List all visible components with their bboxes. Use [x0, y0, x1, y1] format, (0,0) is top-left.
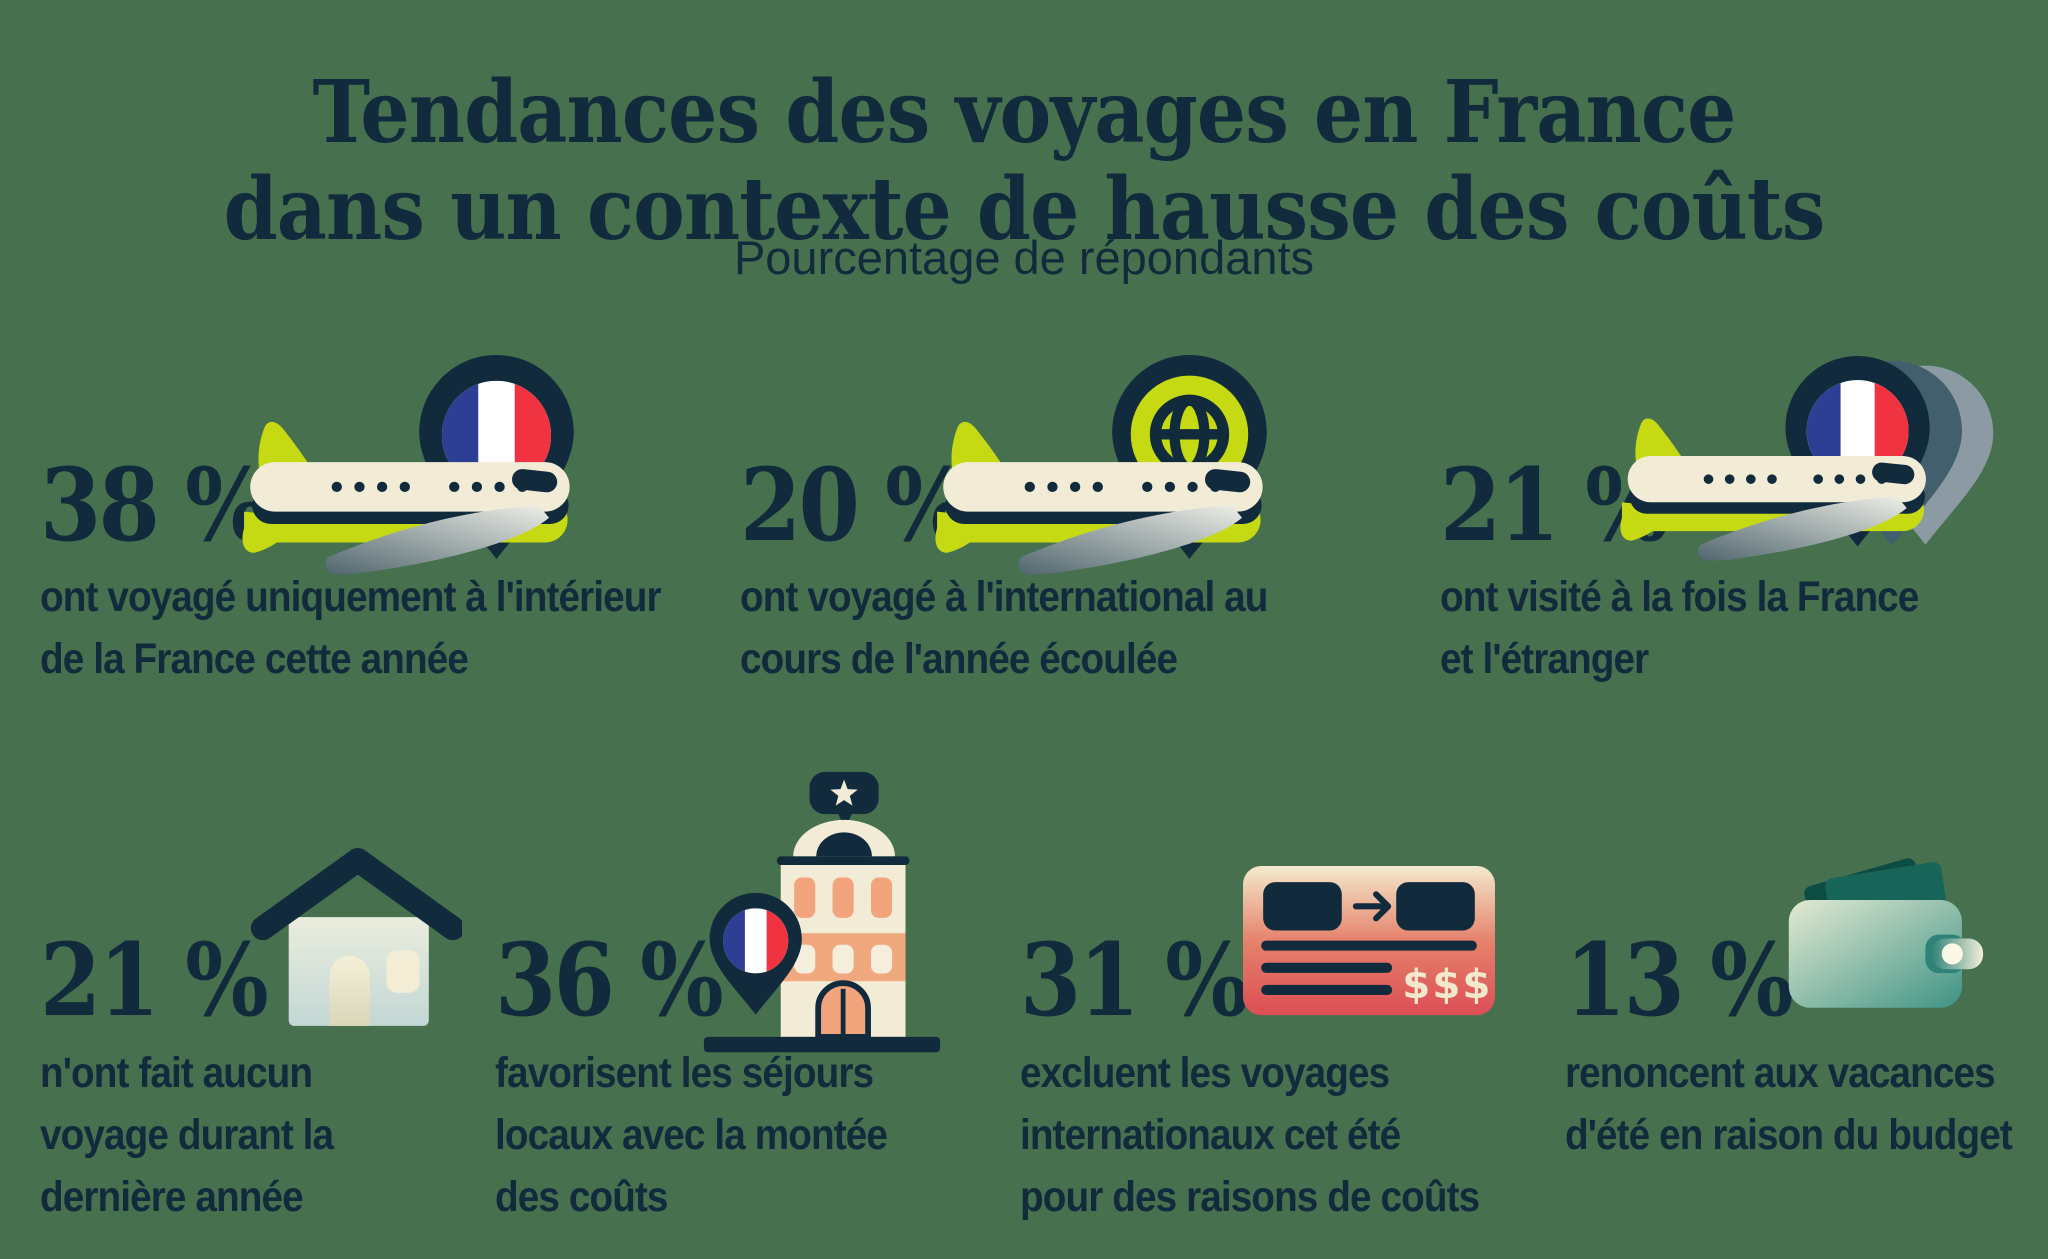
- star-icon: [830, 779, 858, 806]
- stat-description-line: des coûts: [495, 1173, 668, 1221]
- stat-value: 38 %: [40, 446, 269, 564]
- stat-description-line: excluent les voyages: [1020, 1049, 1390, 1097]
- stat-description-line: n'ont fait aucun: [40, 1049, 313, 1097]
- stat-value: 21 %: [40, 921, 269, 1039]
- stat-description-line: voyage durant la: [40, 1111, 334, 1159]
- airplane: [1620, 418, 1926, 561]
- title-line1: Tendances des voyages en France: [312, 61, 1737, 163]
- stat-description: excluent les voyages internationaux cet …: [1020, 1042, 1480, 1228]
- airplane-globe-pin-icon: [935, 355, 1267, 575]
- airplane: [242, 421, 570, 575]
- wallet-icon: [1788, 858, 1984, 1008]
- title-line2: dans un contexte de hausse des coûts: [223, 158, 1826, 260]
- stat-description-line: favorisent les séjours: [495, 1049, 874, 1097]
- stat-description-line: d'été en raison du budget: [1565, 1111, 2013, 1159]
- wallet-button: [1941, 943, 1963, 965]
- stat-description: favorisent les séjours locaux avec la mo…: [495, 1042, 888, 1228]
- house-roof: [250, 847, 462, 941]
- france-flag: [723, 908, 789, 974]
- page-title: Tendances des voyages en France dans un …: [102, 64, 1945, 258]
- stat-description-line: renoncent aux vacances: [1565, 1049, 1996, 1097]
- arrow-right-icon: [1352, 891, 1392, 922]
- house-icon: [250, 847, 462, 1026]
- dollar-signs-text: $$$: [1402, 961, 1492, 1008]
- house-door: [329, 955, 370, 1026]
- stat-value: 20 %: [740, 446, 969, 564]
- stat-description: ont visité à la fois la France et l'étra…: [1440, 566, 1919, 690]
- stat-description: ont voyagé uniquement à l'intérieur de l…: [40, 566, 662, 690]
- ground-bar: [703, 1036, 941, 1053]
- subtitle: Pourcentage de répondants: [733, 231, 1315, 284]
- stat-value: 36 %: [495, 921, 724, 1039]
- hotel-windows-middle: [794, 944, 893, 974]
- house-window: [386, 950, 420, 993]
- stat-description: renoncent aux vacances d'été en raison d…: [1565, 1042, 2013, 1166]
- stat-description-line: ont visité à la fois la France: [1440, 573, 1919, 621]
- hotel-location-pin-icon: [703, 771, 941, 1053]
- hotel-windows-top: [794, 877, 893, 918]
- origin-box: [1263, 882, 1342, 931]
- ticket-text-lines: [1261, 940, 1477, 996]
- stat-description-line: ont voyagé à l'international au: [740, 573, 1268, 621]
- stat-description: n'ont fait aucun voyage durant la derniè…: [40, 1042, 334, 1228]
- airplane-multi-pin-icon: [1620, 356, 1994, 561]
- stat-description-line: dernière année: [40, 1173, 304, 1221]
- airplane-windows: [331, 481, 528, 493]
- stat-description-line: de la France cette année: [40, 635, 469, 683]
- stat-value: 31 %: [1020, 921, 1249, 1039]
- stat-description-line: et l'étranger: [1440, 635, 1649, 683]
- airplane: [935, 421, 1263, 575]
- stat-value: 13 %: [1565, 921, 1794, 1039]
- destination-box: [1396, 882, 1475, 931]
- stat-description-line: cours de l'année écoulée: [740, 635, 1178, 683]
- boarding-pass-cost-icon: $$$: [1243, 866, 1495, 1016]
- stat-description-line: locaux avec la montée: [495, 1111, 888, 1159]
- wallet-body: [1788, 900, 1962, 1008]
- stat-description: ont voyagé à l'international au cours de…: [740, 566, 1268, 690]
- airplane-france-pin-icon: [242, 355, 574, 575]
- stat-description-line: pour des raisons de coûts: [1020, 1173, 1480, 1221]
- stat-description-line: internationaux cet été: [1020, 1111, 1401, 1159]
- stat-description-line: ont voyagé uniquement à l'intérieur: [40, 573, 662, 621]
- map-pin-france-flag: [709, 892, 802, 1015]
